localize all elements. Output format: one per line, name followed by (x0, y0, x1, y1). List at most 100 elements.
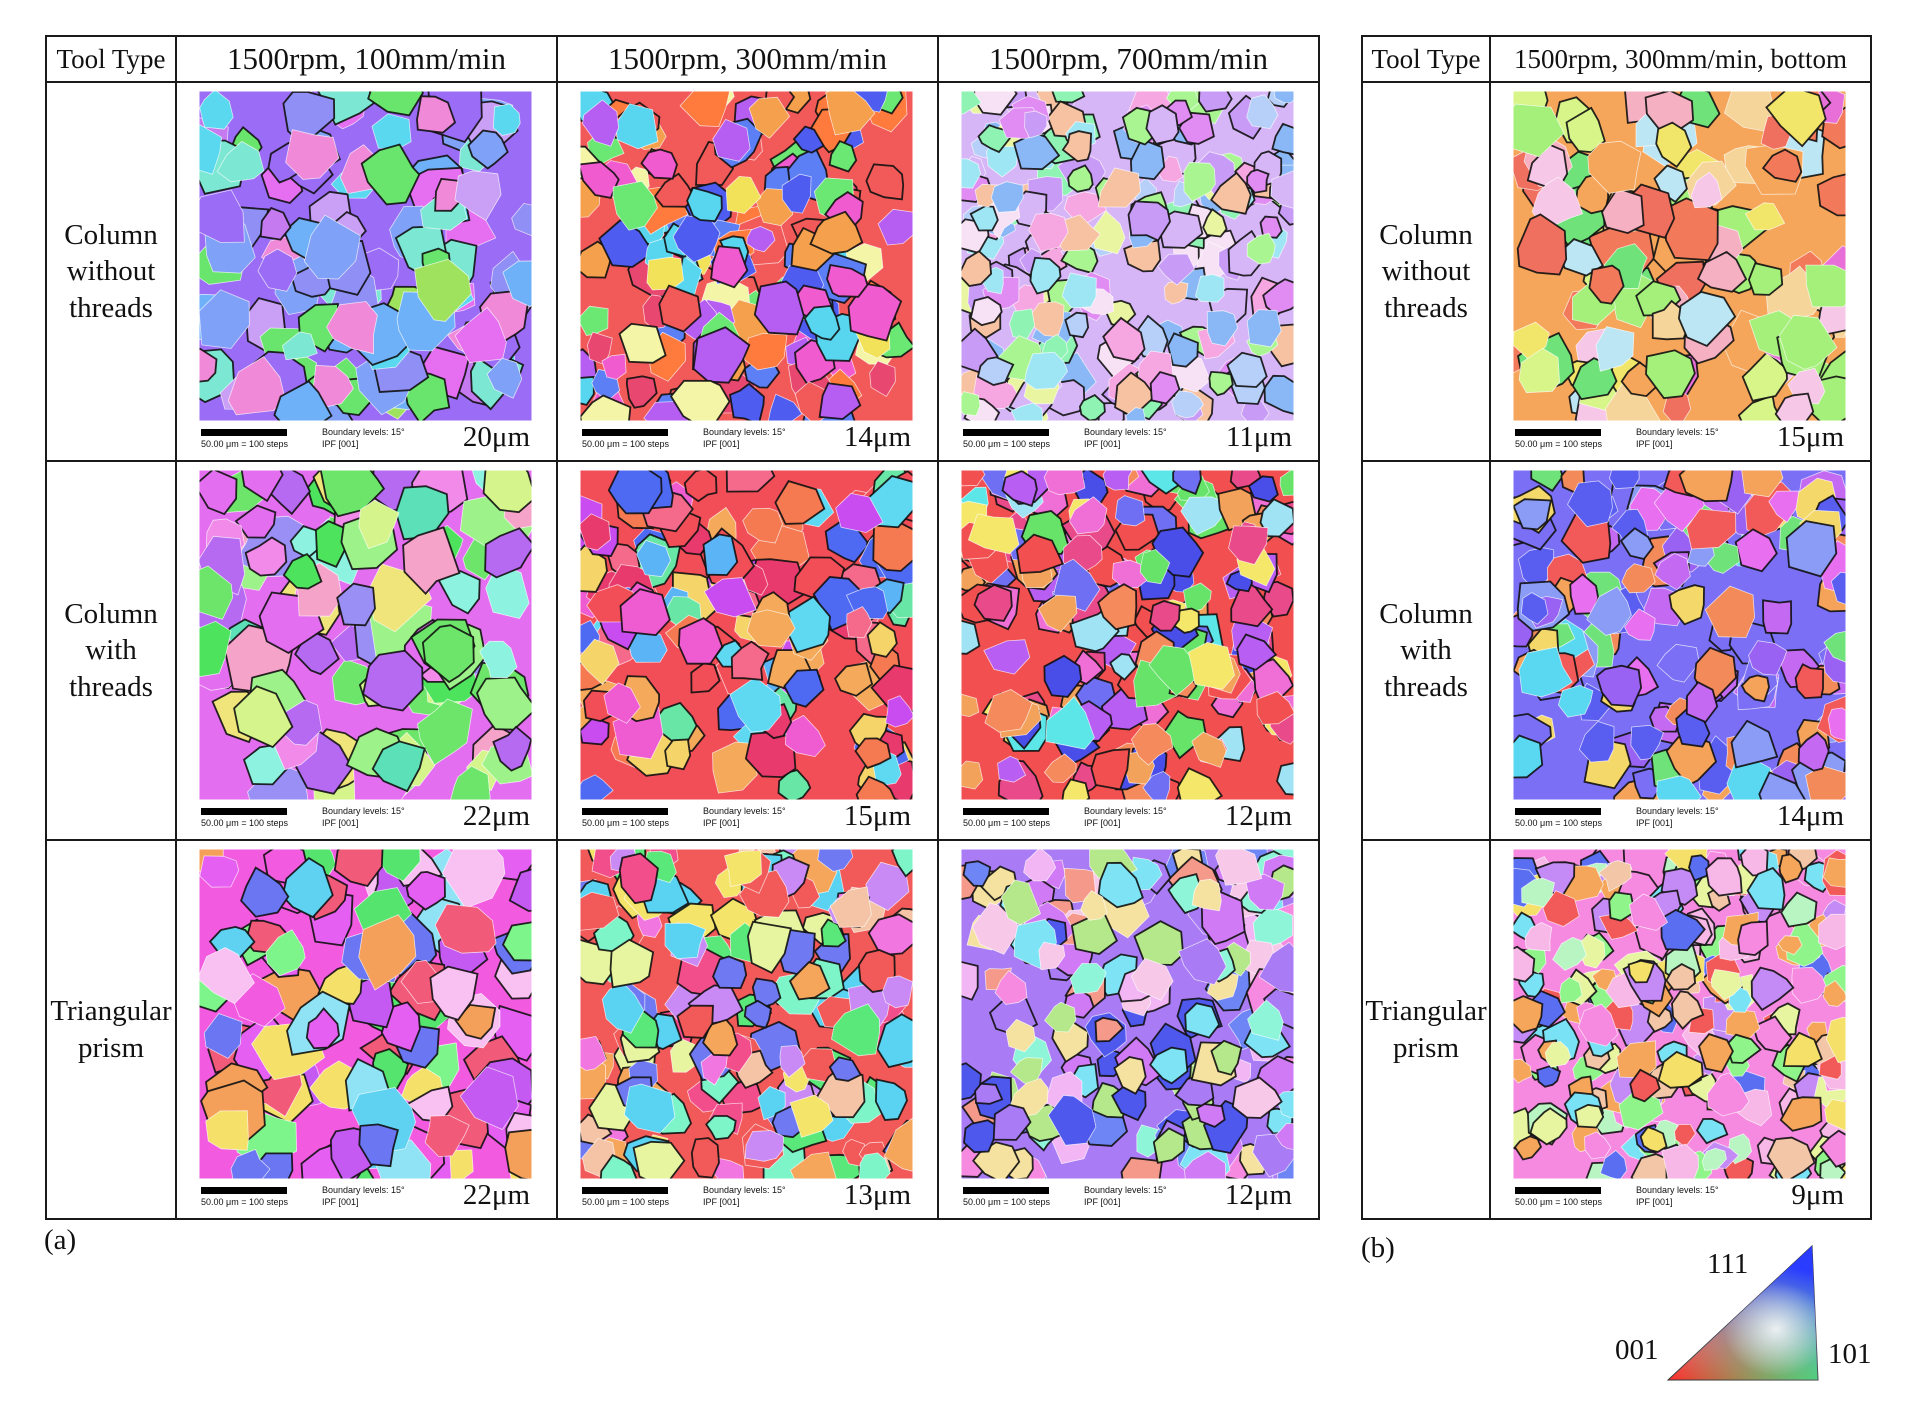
grain (1774, 392, 1815, 421)
ebsd-orientation-map (961, 470, 1294, 800)
grain (601, 981, 645, 1034)
boundary-levels-text: Boundary levels: 15° (1084, 806, 1167, 816)
grain (1513, 995, 1544, 1034)
ebsd-cell: 50.00 μm = 100 steps Boundary levels: 15°… (175, 81, 558, 462)
grain (1536, 1065, 1562, 1088)
column-header-300: 1500rpm, 300mm/min (556, 35, 939, 83)
ebsd-orientation-map (961, 849, 1294, 1179)
grain (1544, 1041, 1572, 1068)
grain (1043, 753, 1077, 783)
grain (990, 181, 1024, 213)
grain (603, 682, 641, 724)
grain (746, 609, 796, 648)
grain (580, 544, 608, 593)
grain (640, 148, 678, 180)
grain (1246, 94, 1279, 130)
grain (580, 891, 620, 931)
grain (728, 382, 765, 421)
grain (1195, 1103, 1226, 1128)
grain (1226, 351, 1268, 388)
grain (961, 158, 982, 189)
grain (285, 129, 340, 180)
grain (1271, 122, 1294, 156)
grain (725, 175, 762, 214)
grain (234, 504, 277, 539)
grain (1208, 370, 1234, 397)
grain (1064, 311, 1090, 339)
grain (1183, 582, 1212, 614)
panel-label-a: (a) (44, 1224, 77, 1256)
grain (1768, 490, 1800, 523)
grain (992, 1103, 1032, 1141)
grain (1685, 681, 1719, 724)
grain (1624, 608, 1656, 641)
ebsd-orientation-map (961, 91, 1294, 421)
grain (1518, 646, 1573, 698)
grain (789, 1151, 837, 1179)
grain (842, 1138, 869, 1167)
grain (199, 347, 218, 383)
grain (1183, 161, 1216, 202)
grain (199, 470, 238, 516)
grain (746, 920, 793, 974)
grain (676, 1004, 714, 1039)
grain (1028, 212, 1069, 253)
grain (876, 1013, 913, 1069)
grain (632, 1140, 686, 1179)
grain (1206, 310, 1239, 347)
scale-caption: 50.00 μm = 100 steps (201, 1197, 288, 1207)
column-header-bottom: 1500rpm, 300mm/min, bottom (1489, 35, 1872, 83)
grain (1587, 140, 1642, 194)
grain (1824, 1098, 1846, 1132)
grain (303, 214, 361, 280)
grain-size-label: 13μm (843, 1179, 911, 1211)
grain (1830, 571, 1846, 605)
grain (855, 775, 897, 800)
grain (1660, 908, 1706, 952)
grain (973, 583, 1013, 622)
column-header-700: 1500rpm, 700mm/min (937, 35, 1320, 83)
grain (492, 103, 521, 136)
grain (282, 553, 323, 590)
scale-caption: 50.00 μm = 100 steps (582, 818, 669, 828)
grain-size-label: 11μm (1225, 421, 1292, 453)
grain (1748, 640, 1788, 676)
grain (743, 999, 772, 1029)
grain (240, 866, 290, 918)
ebsd-cell: 50.00 μm = 100 steps Boundary levels: 15°… (556, 460, 939, 841)
grain (1012, 131, 1061, 171)
grain (599, 1154, 638, 1179)
grain (1710, 969, 1743, 1001)
legend-label-001: 001 (1615, 1334, 1659, 1366)
grain (1051, 1021, 1090, 1063)
grain (865, 163, 905, 201)
grain (259, 206, 292, 241)
grain (233, 685, 294, 749)
grain (1163, 281, 1189, 305)
grain (612, 180, 658, 231)
grain (1246, 232, 1276, 265)
grain (1078, 394, 1106, 421)
grain (817, 849, 854, 872)
grain (1791, 966, 1828, 1004)
grain (1045, 696, 1095, 750)
grain (367, 91, 424, 117)
grain (1230, 583, 1274, 628)
grain (974, 1082, 1004, 1105)
grain (1043, 654, 1083, 698)
grain (1102, 316, 1146, 363)
grain (1654, 552, 1691, 591)
boundary-levels-text: Boundary levels: 15° (1636, 806, 1719, 816)
grain (1567, 480, 1613, 528)
grain (1080, 890, 1108, 921)
ebsd-cell: 50.00 μm = 100 steps Boundary levels: 15°… (556, 81, 939, 462)
boundary-levels-text: Boundary levels: 15° (1636, 427, 1719, 437)
grain (1740, 674, 1770, 703)
grain (1114, 495, 1146, 527)
grain-size-label: 20μm (462, 421, 530, 453)
grain (486, 357, 523, 399)
grain (607, 470, 663, 515)
grain (1529, 1107, 1568, 1146)
row-label-column-without-threads: Column without threads (45, 81, 177, 462)
grain (1262, 278, 1294, 316)
